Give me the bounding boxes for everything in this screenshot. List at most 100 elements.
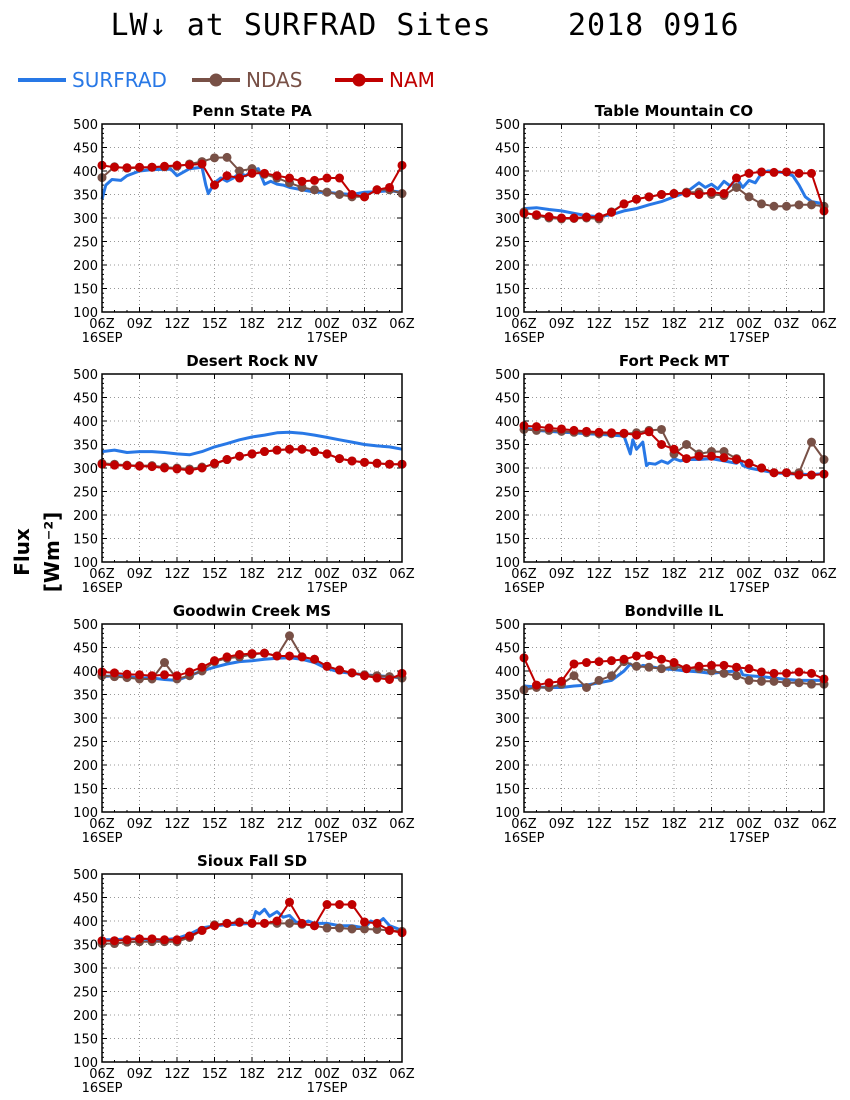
data-point-nam (644, 192, 654, 202)
data-point-nam (347, 668, 357, 678)
y-tick-label: 500 (73, 618, 98, 633)
data-point-nam (197, 662, 207, 672)
y-tick-label: 250 (73, 986, 98, 1001)
data-point-nam (544, 212, 554, 222)
data-point-nam (122, 935, 132, 945)
data-point-nam (782, 167, 791, 177)
x-tick-label: 06Z (811, 817, 837, 832)
x-date-label: 16SEP (504, 581, 545, 596)
data-point-nam (794, 667, 804, 677)
panel-goodwin-creek-ms: Goodwin Creek MS 100 150 200 250 300 350 400 450… (73, 602, 415, 846)
y-tick-label: 350 (73, 439, 98, 454)
x-tick-label: 00Z (314, 567, 340, 582)
data-point-ndas (322, 923, 332, 933)
y-tick-label: 250 (495, 236, 520, 251)
data-point-nam (322, 900, 332, 910)
x-tick-label: 12Z (586, 567, 612, 582)
data-point-nam (122, 163, 132, 173)
data-point-nam (569, 659, 579, 669)
data-point-nam (197, 925, 207, 935)
series-nam (97, 444, 407, 475)
y-tick-label: 450 (73, 392, 98, 407)
x-date-label: 17SEP (729, 581, 770, 596)
data-point-nam (744, 168, 754, 178)
y-tick-label: 450 (73, 642, 98, 657)
data-point-ndas (335, 190, 344, 199)
y-tick-label: 200 (73, 509, 98, 524)
y-tick-label: 300 (73, 462, 98, 477)
x-tick-label: 15Z (202, 567, 228, 582)
x-date-label: 16SEP (82, 581, 123, 596)
data-point-nam (682, 454, 691, 464)
data-point-nam (607, 428, 616, 438)
y-tick-label: 200 (73, 759, 98, 774)
data-point-nam (707, 660, 716, 670)
y-tick-label: 400 (73, 915, 98, 930)
data-point-nam (619, 199, 629, 209)
data-point-nam (782, 668, 791, 678)
data-point-ndas (794, 200, 804, 210)
data-point-nam (707, 451, 716, 461)
x-tick-label: 12Z (586, 317, 612, 332)
y-tick-label: 200 (495, 759, 520, 774)
data-point-nam (669, 189, 679, 199)
y-tick-label: 100 (73, 806, 98, 821)
data-point-nam (594, 212, 604, 222)
y-tick-label: 100 (495, 806, 520, 821)
y-tick-label: 400 (73, 165, 98, 180)
data-point-nam (247, 168, 257, 178)
x-tick-label: 06Z (389, 1067, 415, 1082)
data-point-nam (757, 667, 766, 677)
data-point-nam (222, 652, 232, 662)
y-tick-label: 350 (495, 189, 520, 204)
legend-marker-ndas (209, 73, 223, 87)
data-point-ndas (744, 192, 754, 202)
data-point-nam (532, 680, 541, 690)
x-tick-label: 06Z (511, 817, 537, 832)
data-point-nam (310, 447, 319, 457)
y-tick-label: 400 (495, 165, 520, 180)
data-point-ndas (782, 678, 791, 688)
data-point-nam (160, 161, 169, 171)
data-point-nam (544, 423, 554, 433)
x-tick-label: 03Z (352, 317, 378, 332)
data-point-nam (110, 460, 119, 470)
y-tick-label: 350 (73, 689, 98, 704)
x-date-label: 17SEP (307, 331, 348, 346)
data-point-nam (632, 651, 641, 661)
data-point-nam (185, 465, 194, 475)
x-tick-label: 21Z (699, 317, 725, 332)
x-tick-label: 21Z (277, 567, 303, 582)
series-ndas (97, 444, 407, 474)
plot-frame (101, 873, 403, 1063)
data-point-nam (210, 656, 219, 666)
y-tick-label: 150 (73, 783, 98, 798)
data-point-nam (607, 656, 616, 666)
data-point-nam (285, 173, 294, 183)
data-point-nam (172, 935, 182, 945)
x-tick-label: 06Z (89, 817, 115, 832)
x-tick-label: 21Z (277, 317, 303, 332)
data-point-nam (260, 447, 269, 457)
y-tick-label: 150 (495, 783, 520, 798)
data-point-ndas (335, 923, 344, 933)
data-point-ndas (732, 182, 741, 192)
x-tick-label: 03Z (352, 817, 378, 832)
legend-label-nam: NAM (389, 68, 435, 92)
x-tick-label: 18Z (239, 817, 265, 832)
data-point-nam (322, 449, 332, 459)
data-point-ndas (594, 675, 604, 685)
data-point-ndas (222, 152, 232, 162)
data-point-nam (297, 176, 307, 186)
x-date-label: 17SEP (307, 581, 348, 596)
data-point-nam (235, 451, 244, 461)
data-point-nam (272, 171, 282, 181)
x-tick-label: 06Z (89, 567, 115, 582)
x-tick-label: 12Z (164, 317, 190, 332)
data-point-ndas (582, 682, 591, 692)
panel-bondville-il: Bondville IL 100 150 200 250 300 350 400 450 500 0… (495, 602, 837, 846)
y-tick-label: 400 (73, 415, 98, 430)
data-point-ndas (607, 671, 616, 681)
data-point-nam (285, 897, 294, 907)
y-tick-label: 100 (495, 556, 520, 571)
